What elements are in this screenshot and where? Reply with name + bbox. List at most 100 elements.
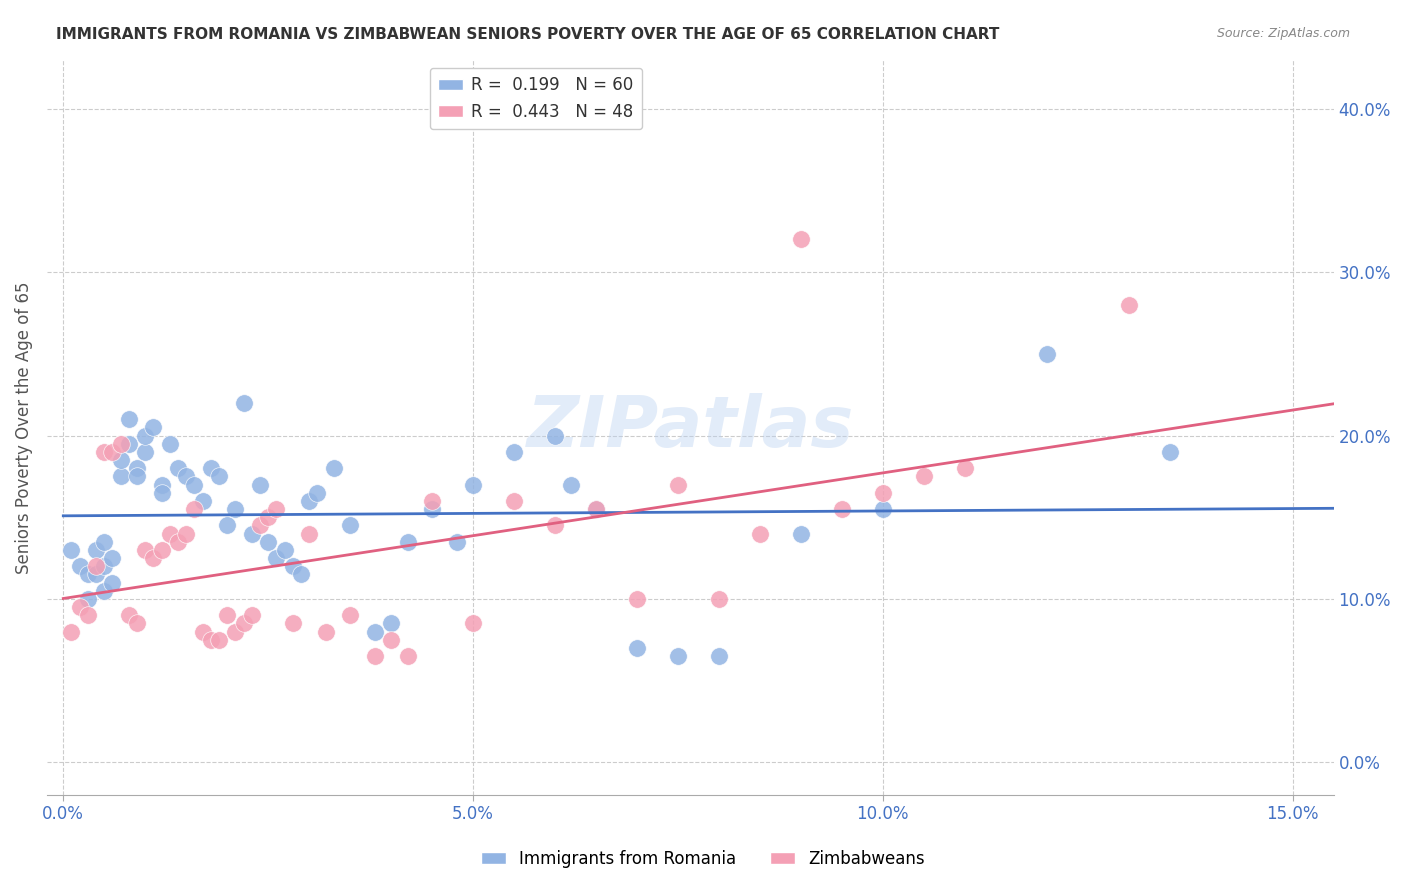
Legend: R =  0.199   N = 60, R =  0.443   N = 48: R = 0.199 N = 60, R = 0.443 N = 48 <box>430 68 643 129</box>
Point <box>84 542 107 557</box>
Point <box>118 608 141 623</box>
Point <box>396 534 419 549</box>
Point <box>544 518 567 533</box>
Point <box>69 559 91 574</box>
Point <box>626 591 648 606</box>
Point <box>707 591 730 606</box>
Point <box>461 477 484 491</box>
Point <box>118 412 141 426</box>
Point <box>142 551 165 566</box>
Point <box>76 591 98 606</box>
Point <box>76 608 98 623</box>
Point <box>84 567 107 582</box>
Point <box>1159 445 1181 459</box>
Point <box>200 632 222 647</box>
Point <box>626 640 648 655</box>
Point <box>380 632 402 647</box>
Point <box>1036 347 1059 361</box>
Point <box>150 485 173 500</box>
Point <box>585 502 607 516</box>
Point <box>281 559 304 574</box>
Point <box>666 649 689 664</box>
Point <box>134 428 156 442</box>
Point <box>364 649 387 664</box>
Point <box>322 461 344 475</box>
Point <box>560 477 582 491</box>
Point <box>339 608 361 623</box>
Point <box>232 396 254 410</box>
Point <box>315 624 337 639</box>
Point <box>101 445 124 459</box>
Point <box>953 461 976 475</box>
Point <box>912 469 935 483</box>
Point <box>585 502 607 516</box>
Point <box>380 616 402 631</box>
Point <box>831 502 853 516</box>
Point <box>200 461 222 475</box>
Point <box>191 624 214 639</box>
Point <box>110 469 132 483</box>
Point <box>249 518 271 533</box>
Point <box>339 518 361 533</box>
Text: ZIPatlas: ZIPatlas <box>527 392 853 462</box>
Point <box>217 518 239 533</box>
Point <box>503 494 526 508</box>
Point <box>266 502 288 516</box>
Point <box>101 551 124 566</box>
Point <box>307 485 329 500</box>
Point <box>134 445 156 459</box>
Point <box>208 469 231 483</box>
Point <box>224 502 246 516</box>
Point <box>217 608 239 623</box>
Point <box>183 502 205 516</box>
Point <box>159 436 181 450</box>
Point <box>290 567 312 582</box>
Point <box>208 632 231 647</box>
Point <box>167 534 190 549</box>
Point <box>232 616 254 631</box>
Point <box>707 649 730 664</box>
Point <box>790 232 813 246</box>
Point <box>125 616 148 631</box>
Point <box>273 542 295 557</box>
Y-axis label: Seniors Poverty Over the Age of 65: Seniors Poverty Over the Age of 65 <box>15 281 32 574</box>
Point <box>446 534 468 549</box>
Text: Source: ZipAtlas.com: Source: ZipAtlas.com <box>1216 27 1350 40</box>
Point <box>503 445 526 459</box>
Point <box>666 477 689 491</box>
Point <box>134 542 156 557</box>
Point <box>257 534 280 549</box>
Point <box>174 526 197 541</box>
Text: IMMIGRANTS FROM ROMANIA VS ZIMBABWEAN SENIORS POVERTY OVER THE AGE OF 65 CORRELA: IMMIGRANTS FROM ROMANIA VS ZIMBABWEAN SE… <box>56 27 1000 42</box>
Point <box>872 485 894 500</box>
Point <box>183 477 205 491</box>
Point <box>93 534 115 549</box>
Point <box>240 526 263 541</box>
Point <box>93 559 115 574</box>
Point <box>1118 298 1140 312</box>
Point <box>872 502 894 516</box>
Point <box>84 559 107 574</box>
Point <box>298 526 321 541</box>
Point <box>93 583 115 598</box>
Point <box>420 494 443 508</box>
Point <box>69 600 91 615</box>
Point <box>461 616 484 631</box>
Point <box>249 477 271 491</box>
Point <box>420 502 443 516</box>
Point <box>224 624 246 639</box>
Point <box>125 469 148 483</box>
Point <box>150 477 173 491</box>
Point <box>110 453 132 467</box>
Point <box>110 436 132 450</box>
Point <box>159 526 181 541</box>
Point <box>257 510 280 524</box>
Point <box>298 494 321 508</box>
Point <box>60 624 83 639</box>
Point <box>101 575 124 590</box>
Point <box>544 428 567 442</box>
Point <box>281 616 304 631</box>
Point <box>76 567 98 582</box>
Point <box>167 461 190 475</box>
Point <box>125 461 148 475</box>
